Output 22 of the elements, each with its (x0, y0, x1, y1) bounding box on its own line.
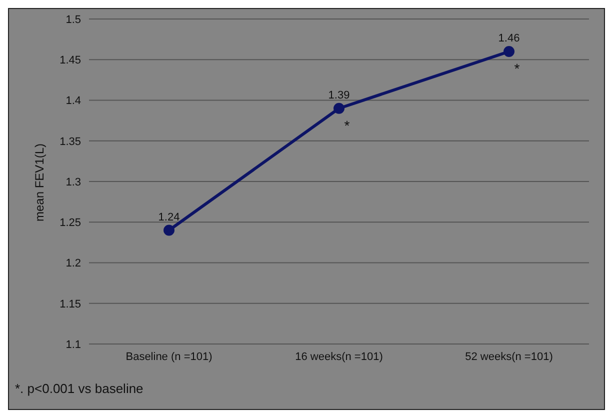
y-tick-label: 1.5 (66, 14, 81, 26)
y-axis-title: mean FEV1(L) (32, 143, 46, 222)
data-label: 1.46 (498, 32, 520, 44)
y-tick-label: 1.15 (60, 298, 81, 310)
point (334, 102, 344, 114)
y-tick-label: 1.3 (66, 176, 81, 188)
x-tick-label: 52 weeks(n =101) (465, 350, 553, 363)
y-tick-label: 1.2 (66, 258, 81, 270)
x-tick-label: Baseline (n =101) (126, 350, 212, 363)
data-label: 1.24 (158, 211, 180, 224)
data-label: 1.39 (328, 89, 350, 102)
annotation: * (514, 60, 520, 76)
y-tick-label: 1.35 (60, 136, 81, 148)
y-tick-label: 1.25 (60, 217, 81, 230)
y-tick-label: 1.4 (66, 95, 81, 108)
x-tick-label: 16 weeks(n =101) (295, 350, 383, 363)
y-tick-label: 1.45 (60, 54, 81, 67)
point (504, 46, 514, 57)
annotation: * (344, 117, 350, 134)
y-tick-label: 1.1 (66, 338, 81, 351)
text: *. p<0.001 vs baseline (15, 381, 144, 396)
point (164, 224, 174, 236)
